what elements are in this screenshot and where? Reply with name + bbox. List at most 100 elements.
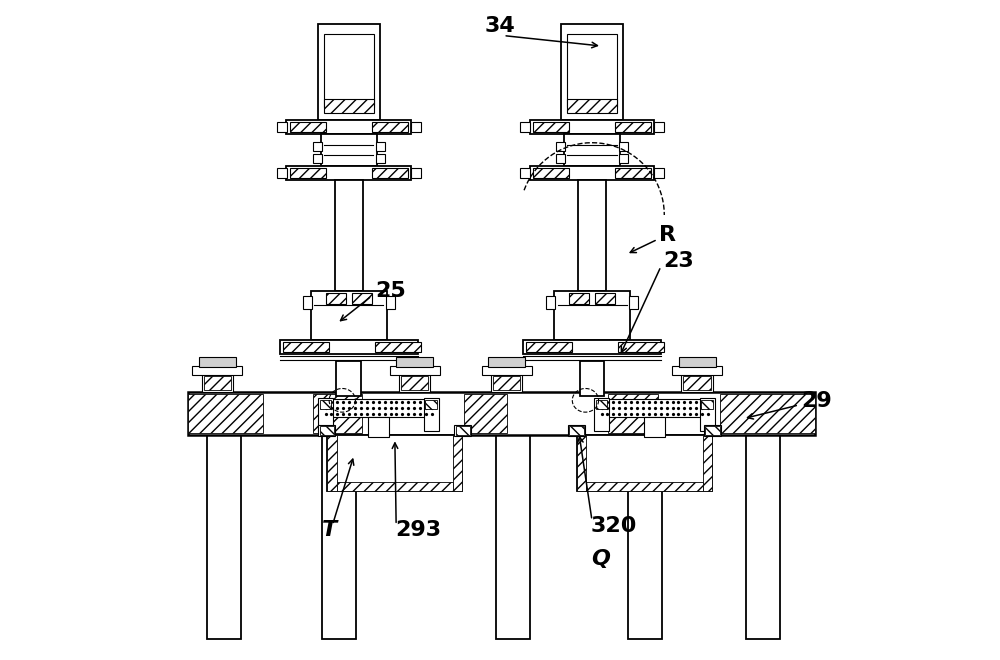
Bar [720, 395, 815, 433]
Bar [493, 376, 520, 391]
Bar [703, 435, 712, 491]
Bar [401, 376, 428, 391]
Bar [454, 424, 471, 436]
Bar [577, 435, 586, 491]
Bar [608, 395, 658, 433]
Bar [586, 482, 703, 491]
Bar [705, 426, 720, 435]
Bar [313, 154, 322, 163]
Bar [303, 296, 312, 309]
Bar [335, 180, 363, 290]
Bar [594, 399, 609, 431]
Bar [326, 293, 346, 304]
Bar [376, 154, 385, 163]
Text: 23: 23 [663, 251, 694, 271]
Bar [679, 357, 716, 367]
Bar [619, 142, 628, 151]
Bar [277, 122, 287, 131]
Text: 320: 320 [591, 516, 637, 536]
Bar [277, 168, 287, 178]
Bar [199, 357, 236, 367]
Bar [567, 34, 617, 106]
Bar [313, 142, 322, 151]
Bar [683, 376, 711, 391]
Bar [318, 424, 335, 436]
Bar [322, 435, 356, 639]
Bar [399, 374, 430, 393]
Bar [618, 342, 664, 352]
Bar [396, 357, 433, 367]
Bar [595, 293, 615, 304]
Bar [204, 376, 231, 391]
Bar [644, 417, 665, 437]
Bar [311, 290, 387, 340]
Bar [701, 400, 713, 409]
Bar [561, 24, 623, 119]
Bar [188, 395, 263, 433]
Bar [376, 142, 385, 151]
Bar [375, 342, 421, 352]
Bar [700, 399, 715, 431]
Bar [619, 154, 628, 163]
Bar [615, 121, 651, 132]
Bar [290, 168, 326, 178]
Text: R: R [659, 224, 676, 245]
Bar [324, 98, 374, 113]
Bar [615, 168, 651, 178]
Bar [424, 399, 439, 431]
Bar [530, 119, 654, 134]
Bar [318, 399, 333, 431]
Bar [286, 119, 411, 134]
Bar [496, 435, 530, 639]
Bar [352, 293, 372, 304]
Text: Q: Q [591, 548, 610, 569]
Bar [629, 296, 638, 309]
Bar [327, 435, 337, 491]
Bar [569, 293, 589, 304]
Bar [554, 290, 630, 340]
Text: 34: 34 [485, 16, 515, 36]
Bar [280, 340, 418, 354]
Bar [526, 342, 572, 352]
Bar [337, 482, 453, 491]
Bar [580, 361, 604, 396]
Bar [488, 357, 525, 367]
Bar [372, 168, 408, 178]
Bar [523, 340, 661, 354]
Bar [520, 122, 530, 131]
Bar [654, 122, 664, 131]
Bar [533, 121, 569, 132]
Bar [320, 400, 331, 409]
Text: 29: 29 [801, 391, 832, 411]
Bar [411, 168, 421, 178]
Bar [577, 435, 712, 491]
Bar [654, 168, 664, 178]
Bar [556, 142, 565, 151]
Bar [556, 154, 565, 163]
Text: T: T [322, 521, 337, 541]
Bar [456, 426, 470, 435]
Bar [681, 374, 713, 393]
Bar [368, 417, 389, 437]
Bar [533, 168, 569, 178]
Bar [192, 366, 242, 375]
Bar [390, 366, 440, 375]
Bar [482, 366, 532, 375]
Bar [286, 166, 411, 180]
Bar [578, 180, 606, 290]
Bar [320, 399, 437, 417]
Bar [336, 361, 361, 396]
Bar [596, 400, 607, 409]
Bar [746, 435, 780, 639]
Bar [283, 342, 329, 352]
Bar [327, 435, 462, 491]
Bar [568, 424, 585, 436]
Bar [672, 366, 722, 375]
Bar [372, 121, 408, 132]
Bar [464, 395, 507, 433]
Bar [386, 296, 395, 309]
Bar [530, 166, 654, 180]
Bar [520, 168, 530, 178]
Text: 25: 25 [375, 280, 406, 300]
Bar [313, 395, 362, 433]
